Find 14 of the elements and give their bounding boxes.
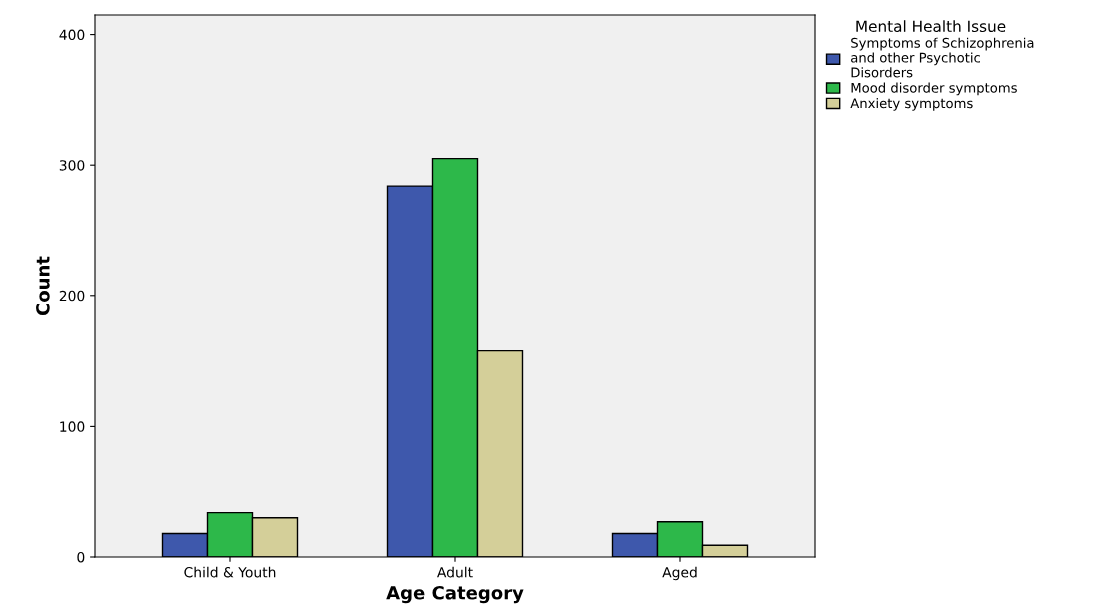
legend-label: Symptoms of Schizophrenia and other Psychotic Disorders — [851, 37, 1034, 78]
y-tick-label: 0 — [77, 551, 85, 563]
x-tick-label: Aged — [662, 566, 697, 581]
legend-label: Mood disorder symptoms — [851, 82, 1017, 96]
legend-label: Anxiety symptoms — [850, 98, 973, 111]
y-tick-label: 400 — [59, 29, 85, 41]
y-tick-label: 200 — [59, 290, 85, 302]
legend-title: Mental Health Issue — [856, 20, 1006, 33]
x-axis-title: Age Category — [386, 585, 524, 604]
y-tick-label: 100 — [60, 421, 85, 432]
y-tick-label: 300 — [59, 160, 85, 171]
x-tick-label: Child & Youth — [184, 566, 276, 578]
x-tick-label: Adult — [437, 566, 473, 578]
y-axis-title: Count — [36, 256, 50, 316]
